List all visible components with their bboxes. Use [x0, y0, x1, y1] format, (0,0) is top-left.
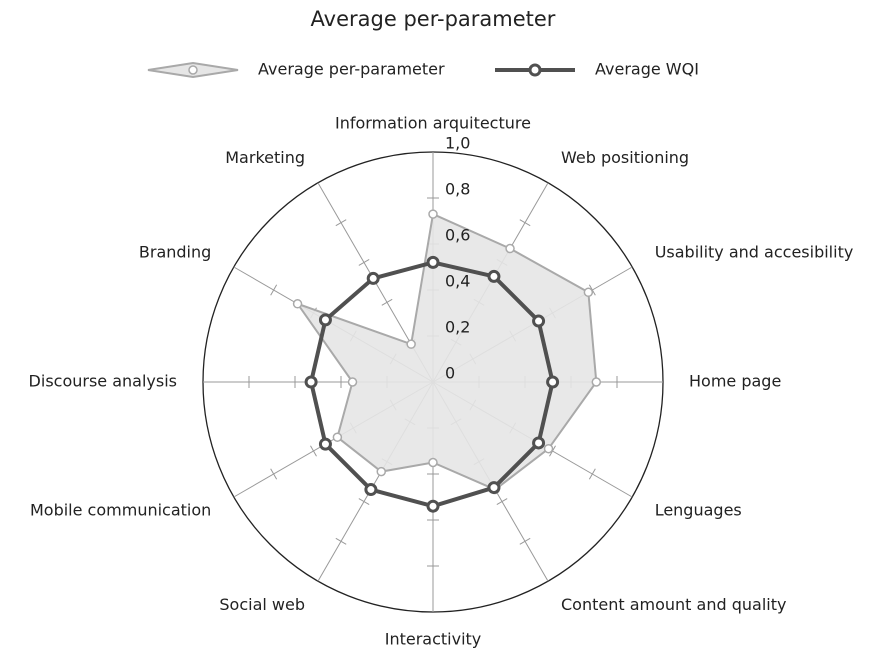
- category-label: Marketing: [225, 148, 305, 167]
- category-label: Content amount and quality: [561, 595, 786, 614]
- tick-label: 0,4: [445, 272, 470, 291]
- data-point: [505, 243, 515, 254]
- tick-mark: [270, 284, 278, 296]
- category-label: Discourse analysis: [29, 372, 177, 391]
- data-point: [292, 299, 303, 309]
- category-label: Lenguages: [655, 501, 742, 520]
- data-point: [487, 269, 501, 283]
- data-point: [318, 437, 332, 451]
- category-label: Information arquitecture: [335, 114, 531, 133]
- tick-mark: [519, 219, 531, 227]
- data-point: [332, 432, 343, 442]
- tick-mark: [381, 298, 393, 306]
- tick-label: 0,6: [445, 226, 470, 245]
- tick-mark: [310, 445, 317, 457]
- category-label: Branding: [139, 243, 211, 262]
- tick-mark: [588, 468, 596, 480]
- data-point: [583, 287, 594, 298]
- chart-title: Average per-parameter: [311, 7, 556, 31]
- category-label: Mobile communication: [30, 501, 211, 520]
- data-point: [591, 377, 602, 387]
- tick-mark: [358, 259, 370, 266]
- data-point: [532, 436, 546, 450]
- data-point: [428, 457, 438, 468]
- data-point: [428, 209, 438, 219]
- tick-label: 0,8: [445, 180, 470, 199]
- category-label: Usability and accesibility: [655, 243, 854, 262]
- data-point: [364, 483, 378, 497]
- tick-mark: [335, 219, 347, 227]
- data-point: [532, 314, 546, 328]
- data-point: [304, 375, 318, 389]
- data-point: [546, 375, 560, 389]
- legend-label: Average WQI: [595, 60, 699, 79]
- data-point: [366, 271, 380, 285]
- tick-mark: [358, 498, 370, 505]
- data-point: [347, 377, 358, 387]
- category-label: Web positioning: [561, 148, 689, 167]
- data-point: [318, 313, 332, 327]
- data-point: [426, 255, 440, 269]
- data-point: [406, 339, 416, 349]
- tick-mark: [270, 468, 278, 480]
- data-point: [487, 481, 501, 495]
- category-label: Home page: [689, 372, 781, 391]
- tick-mark: [335, 537, 347, 545]
- data-point: [543, 443, 554, 454]
- tick-label: 1,0: [445, 134, 470, 153]
- legend-marker: [188, 65, 198, 75]
- data-point: [426, 499, 440, 513]
- legend-marker: [528, 63, 542, 77]
- data-point: [376, 466, 386, 477]
- tick-label: 0,2: [445, 318, 470, 337]
- tick-label: 0: [445, 364, 455, 383]
- legend-label: Average per-parameter: [258, 60, 445, 79]
- category-label: Interactivity: [385, 630, 482, 649]
- category-label: Social web: [219, 595, 305, 614]
- tick-mark: [519, 537, 531, 545]
- tick-mark: [496, 498, 508, 505]
